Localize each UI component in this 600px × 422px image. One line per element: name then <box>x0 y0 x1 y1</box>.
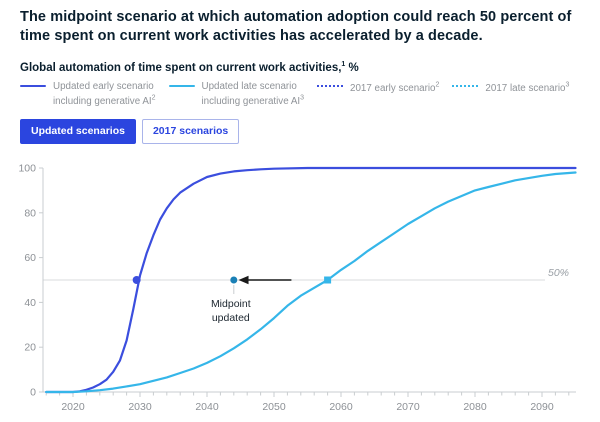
chart-subtitle-footnote-marker: 1 <box>341 61 346 68</box>
legend-swatch-solid-icon <box>168 85 195 87</box>
x-tick-label: 2020 <box>61 401 85 413</box>
legend-item-2: 2017 early scenario2 <box>317 81 439 96</box>
legend-item-1: Updated late scenario including generativ… <box>168 81 305 109</box>
series-line-updated-late <box>45 171 577 394</box>
x-tick-label: 2050 <box>262 401 286 413</box>
tab-2017-scenarios[interactable]: 2017 scenarios <box>141 119 240 144</box>
series-line-updated-early <box>45 166 577 394</box>
x-tick-label: 2060 <box>329 401 353 413</box>
x-tick-label: 2040 <box>195 401 219 413</box>
legend-swatch-solid-icon <box>20 85 46 87</box>
tab-updated-scenarios[interactable]: Updated scenarios <box>20 119 136 144</box>
midpoint-annotation-line2: updated <box>212 312 250 324</box>
updated-midpoint-dot <box>230 276 238 284</box>
legend-label: Updated late scenario including generativ… <box>201 81 305 107</box>
late-midpoint-marker <box>324 276 332 284</box>
y-tick-label: 40 <box>24 297 36 309</box>
legend-item-3: 2017 late scenario3 <box>452 81 569 96</box>
y-tick-label: 60 <box>24 252 36 264</box>
x-tick-label: 2090 <box>530 401 554 413</box>
legend-swatch-dotted-icon <box>317 85 343 87</box>
y-tick-label: 0 <box>30 387 36 399</box>
legend-label: 2017 early scenario2 <box>350 82 440 95</box>
x-tick-label: 2080 <box>463 401 487 413</box>
x-tick-label: 2070 <box>396 401 420 413</box>
page-title: The midpoint scenario at which automatio… <box>20 9 572 44</box>
chart-subtitle-unit: % <box>345 61 359 74</box>
chart-legend: Updated early scenario including generati… <box>20 81 598 109</box>
scenario-tabs: Updated scenarios 2017 scenarios <box>20 119 240 144</box>
legend-label: 2017 late scenario3 <box>485 82 570 95</box>
legend-label: Updated early scenario including generati… <box>53 81 156 107</box>
chart-subtitle-text: Global automation of time spent on curre… <box>20 61 342 74</box>
y-tick-label: 80 <box>24 207 36 219</box>
y-tick-label: 100 <box>18 163 36 175</box>
early-midpoint-marker <box>132 276 141 284</box>
legend-swatch-dotted-icon <box>452 85 479 87</box>
legend-item-0: Updated early scenario including generati… <box>20 81 156 109</box>
midpoint-annotation-line1: Midpoint <box>211 298 251 310</box>
fifty-percent-label: 50% <box>548 267 569 279</box>
midpoint-arrow-head-icon <box>238 275 249 285</box>
x-tick-label: 2030 <box>128 401 152 413</box>
chart-subtitle: Global automation of time spent on curre… <box>20 61 359 74</box>
y-tick-label: 20 <box>24 342 36 354</box>
